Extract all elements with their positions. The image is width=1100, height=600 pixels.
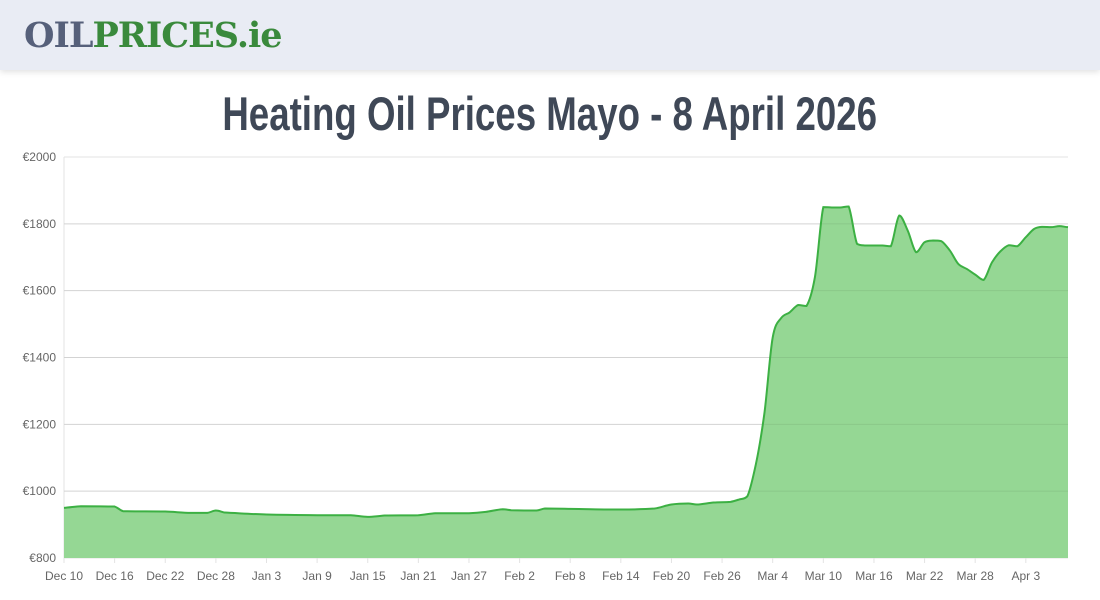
site-header: OILPRICES.ie bbox=[0, 0, 1100, 70]
x-tick-label: Mar 28 bbox=[957, 569, 995, 583]
x-tick-label: Feb 14 bbox=[602, 569, 640, 583]
x-tick-label: Jan 21 bbox=[400, 569, 436, 583]
x-tick-label: Dec 10 bbox=[45, 569, 83, 583]
y-tick-label: €1400 bbox=[23, 351, 57, 365]
x-tick-label: Jan 15 bbox=[350, 569, 386, 583]
x-tick-label: Feb 8 bbox=[555, 569, 586, 583]
site-logo[interactable]: OILPRICES.ie bbox=[24, 14, 283, 58]
page-title-text: Heating Oil Prices Mayo - 8 April 2026 bbox=[222, 87, 878, 140]
logo-text-oil: OIL bbox=[24, 15, 93, 56]
y-tick-label: €1600 bbox=[23, 284, 57, 298]
y-tick-label: €1000 bbox=[23, 484, 57, 498]
y-tick-label: €800 bbox=[29, 551, 56, 565]
x-tick-label: Dec 16 bbox=[96, 569, 134, 583]
x-tick-label: Apr 3 bbox=[1011, 569, 1040, 583]
x-tick-label: Mar 16 bbox=[855, 569, 893, 583]
y-tick-label: €1200 bbox=[23, 417, 57, 431]
x-tick-label: Feb 20 bbox=[653, 569, 691, 583]
logo-text-prices: PRICES.ie bbox=[92, 15, 282, 56]
x-tick-label: Jan 3 bbox=[252, 569, 282, 583]
price-area bbox=[64, 206, 1068, 558]
x-tick-label: Dec 22 bbox=[146, 569, 184, 583]
x-tick-label: Feb 2 bbox=[504, 569, 535, 583]
x-tick-label: Mar 22 bbox=[906, 569, 944, 583]
page-title: Heating Oil Prices Mayo - 8 April 2026 bbox=[0, 84, 1100, 144]
x-tick-label: Dec 28 bbox=[197, 569, 235, 583]
y-tick-label: €1800 bbox=[23, 217, 57, 231]
x-tick-label: Jan 27 bbox=[451, 569, 487, 583]
price-line bbox=[63, 205, 1069, 518]
y-tick-label: €2000 bbox=[23, 150, 57, 164]
x-tick-label: Mar 4 bbox=[757, 569, 788, 583]
x-tick-label: Feb 26 bbox=[703, 569, 741, 583]
x-tick-label: Mar 10 bbox=[805, 569, 843, 583]
x-tick-label: Jan 9 bbox=[302, 569, 332, 583]
